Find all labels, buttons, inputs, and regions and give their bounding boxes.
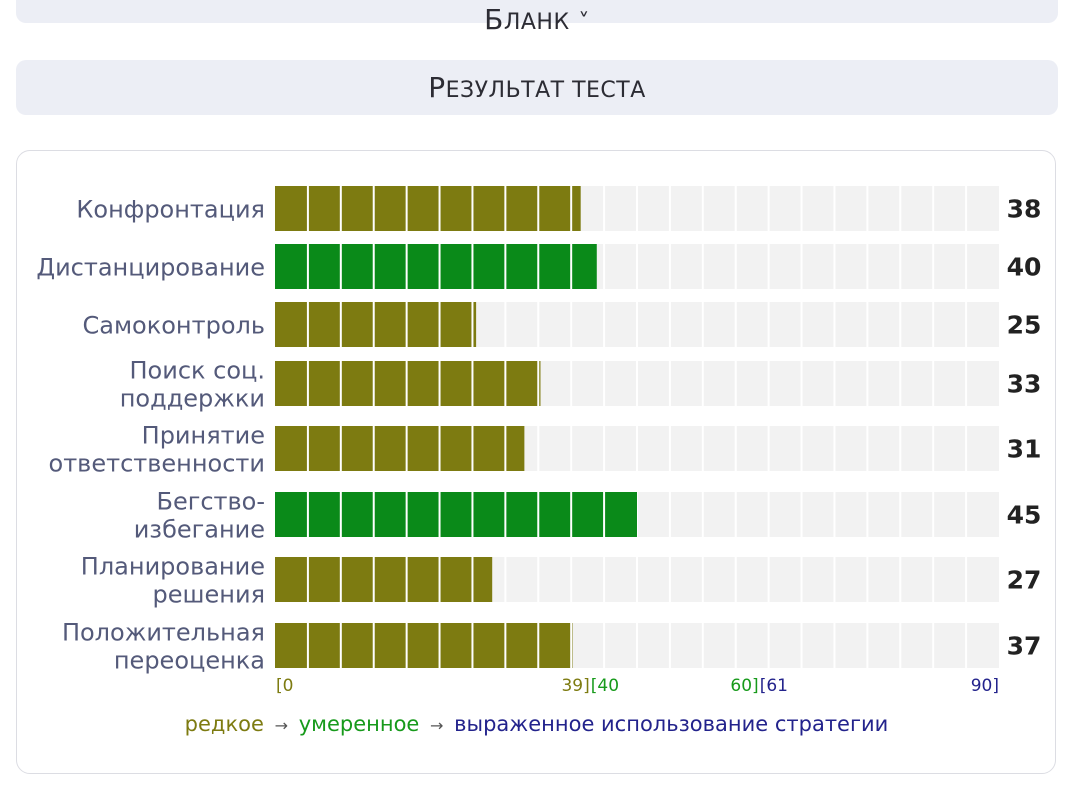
blank-button[interactable]: БЛАНК ˅ (16, 0, 1058, 36)
category-label: Положительная (62, 619, 265, 647)
category-label: решения (153, 581, 265, 609)
category-label: Самоконтроль (82, 312, 265, 340)
category-label: Поиск соц. (130, 357, 266, 385)
bar (275, 426, 525, 471)
value-label: 45 (1007, 501, 1042, 530)
legend-rare: редкое (184, 712, 264, 736)
category-label: Планирование (81, 553, 265, 581)
category-label: поддержки (120, 385, 265, 413)
category-label: Дистанцирование (36, 254, 265, 282)
value-label: 31 (1007, 435, 1042, 464)
bar (275, 186, 581, 231)
category-label: Бегство- (156, 488, 265, 516)
range-end-label: 90] (971, 676, 999, 696)
bar (275, 623, 573, 668)
range-end-label: 39] (561, 676, 589, 696)
category-label: Принятие (142, 422, 265, 450)
bar (275, 557, 493, 602)
legend: редкое → умеренное → выраженное использо… (0, 712, 1073, 736)
legend-moderate: умеренное (298, 712, 420, 736)
chevron-down-icon: ˅ (578, 10, 590, 35)
category-label: переоценка (114, 647, 265, 675)
blank-label-initial: Б (484, 3, 504, 36)
bar (275, 244, 597, 289)
value-label: 38 (1007, 195, 1042, 224)
bar (275, 361, 541, 406)
arrow-right-icon: → (430, 716, 444, 735)
range-start-label: [0 (276, 676, 293, 696)
bar (275, 302, 477, 347)
range-end-label: 60] (730, 676, 758, 696)
result-label-rest-2: ТЕСТА (572, 78, 646, 103)
blank-label-rest: ЛАНК (503, 10, 570, 35)
result-label-rest-1: ЕЗУЛЬТАТ (445, 78, 573, 103)
value-label: 27 (1007, 566, 1042, 595)
result-label-initial: Р (428, 71, 446, 104)
value-label: 37 (1007, 632, 1042, 661)
category-label: Конфронтация (76, 196, 265, 224)
range-start-label: [61 (760, 676, 788, 696)
arrow-right-icon: → (274, 716, 288, 735)
value-label: 25 (1007, 311, 1042, 340)
value-label: 40 (1007, 253, 1042, 282)
test-result-button[interactable]: РЕЗУЛЬТАТ ТЕСТА (16, 60, 1058, 115)
value-label: 33 (1007, 370, 1042, 399)
category-label: избегание (134, 516, 265, 544)
range-start-label: [40 (591, 676, 619, 696)
category-label: ответственности (49, 450, 265, 478)
bar (275, 492, 637, 537)
legend-expressed: выраженное использование стратегии (454, 712, 889, 736)
